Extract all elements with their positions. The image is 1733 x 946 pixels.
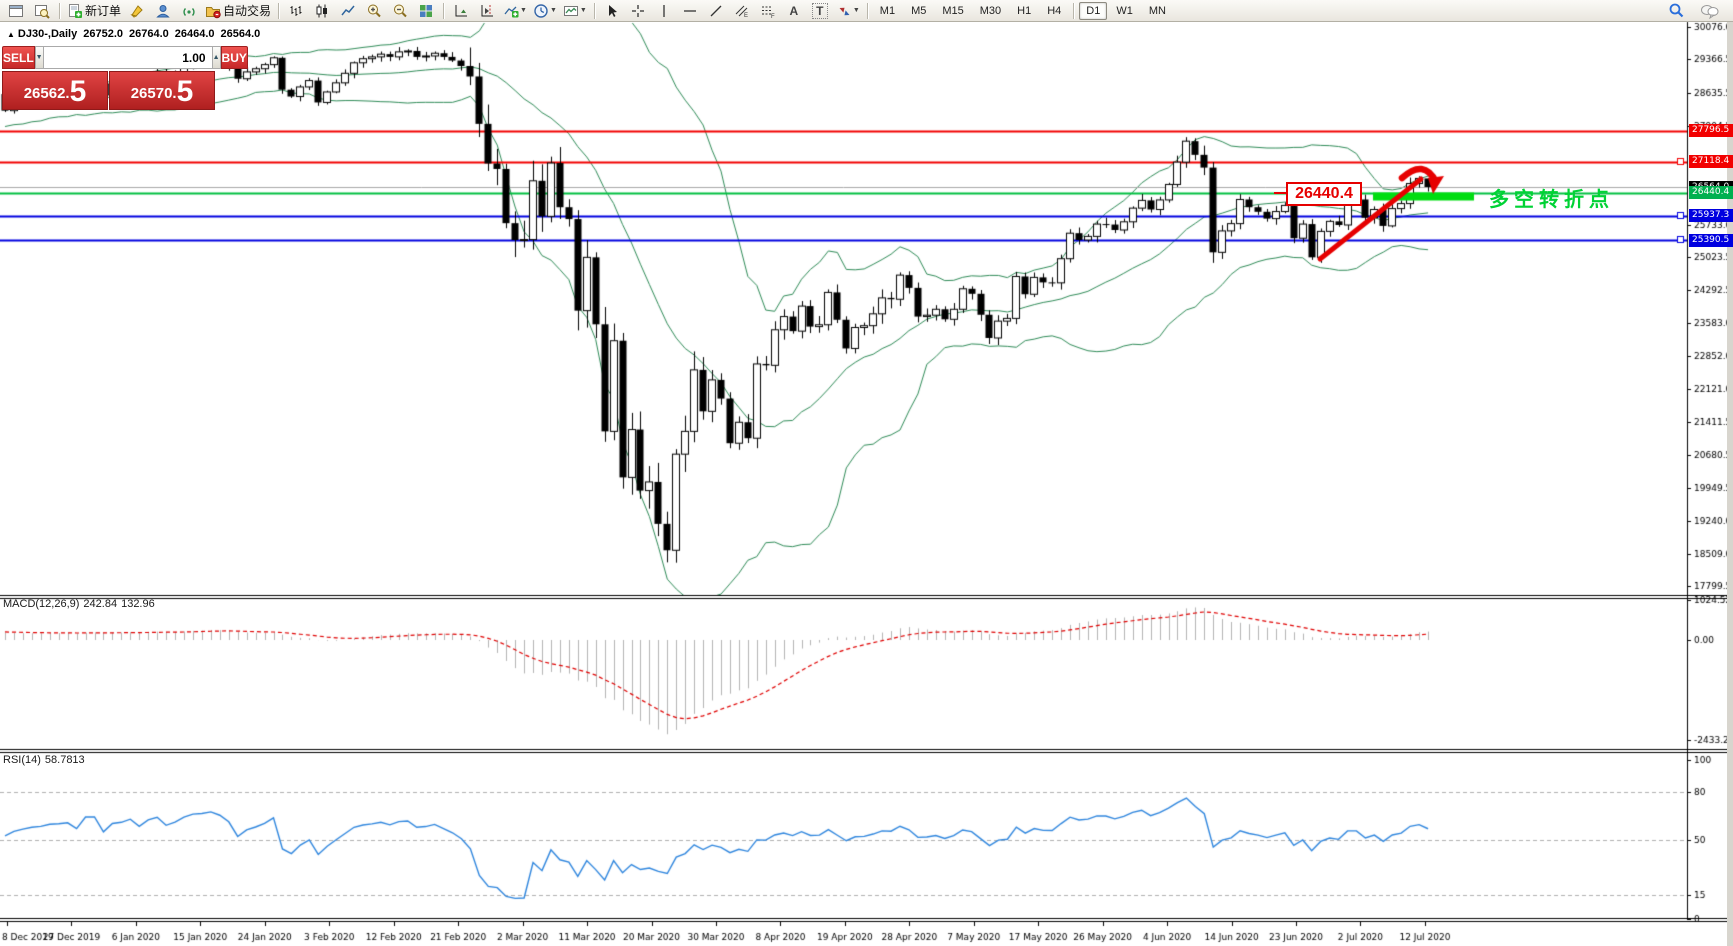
- volume-decrement-button[interactable]: ▼: [34, 46, 44, 69]
- annotation-tick: [1274, 192, 1286, 194]
- annotation-turning-point-text[interactable]: 多空转折点: [1489, 189, 1614, 211]
- signal-icon[interactable]: [176, 0, 202, 22]
- add-indicator-icon[interactable]: ▼: [500, 0, 530, 22]
- crosshair-tool-icon[interactable]: [625, 0, 651, 22]
- toolbar-separator: [593, 2, 595, 19]
- buy-price-big-digit: 5: [176, 75, 194, 108]
- timeframe-h4[interactable]: H4: [1047, 4, 1062, 17]
- macd-signal-value: 132.96: [121, 598, 155, 610]
- timeframe-h1[interactable]: H1: [1017, 4, 1032, 17]
- arrows-tool-icon[interactable]: ▼: [833, 0, 863, 22]
- rsi-value: 58.7813: [44, 754, 85, 766]
- ohlc-high: 26764.0: [129, 28, 169, 40]
- buy-price-panel[interactable]: 26570. 5: [109, 71, 215, 110]
- toolbar-separator: [1073, 2, 1075, 19]
- ohlc-low: 26464.0: [174, 28, 215, 40]
- macd-label: MACD(12,26,9) 242.84 132.96: [3, 598, 159, 610]
- dropdown-caret-icon: ▼: [549, 7, 557, 14]
- timeframe-m5[interactable]: M5: [911, 4, 927, 17]
- one-click-trading-panel: SELL ▼ ▲ BUY 26562.5 26570.5: [2, 46, 248, 110]
- vertical-line-tool-icon[interactable]: [651, 0, 677, 22]
- new-order-label: 新订单: [85, 4, 122, 18]
- timeframe-m15[interactable]: M15: [942, 4, 964, 17]
- text-label-tool-icon[interactable]: T: [807, 0, 833, 22]
- fibonacci-tool-icon[interactable]: F: [755, 0, 781, 22]
- timeframe-w1[interactable]: W1: [1116, 4, 1133, 17]
- candlestick-mode-icon[interactable]: [309, 0, 335, 22]
- sell-price-main: 26562.: [23, 85, 70, 102]
- buy-button[interactable]: BUY: [220, 46, 248, 69]
- new-order-button[interactable]: 新订单: [64, 0, 124, 22]
- sell-button[interactable]: SELL: [2, 46, 35, 69]
- styler-icon[interactable]: [124, 0, 150, 22]
- toolbar-separator: [278, 2, 280, 19]
- price-line-tag[interactable]: 27796.5: [1689, 124, 1733, 138]
- toolbar-separator: [866, 2, 868, 19]
- toolbar-separator: [59, 2, 60, 19]
- chart-preview-icon[interactable]: [29, 0, 55, 22]
- price-line-tag[interactable]: 25390.5: [1689, 233, 1733, 247]
- chart-shift-icon[interactable]: [474, 0, 500, 22]
- ohlc-close: 26564.0: [220, 28, 261, 40]
- macd-main-value: 242.84: [83, 598, 118, 610]
- trendline-tool-icon[interactable]: [703, 0, 729, 22]
- price-line-tag[interactable]: 26440.4: [1689, 186, 1733, 200]
- main-toolbar: 新订单 自动交易 ▼ ▼ ▼ E F A T ▼ M1 M5 M15 M30 H…: [0, 0, 1733, 22]
- search-icon[interactable]: [1663, 0, 1689, 22]
- toolbar-separator: [443, 2, 445, 19]
- collapse-triangle-icon[interactable]: ▲: [7, 30, 15, 39]
- cursor-tool-icon[interactable]: [599, 0, 625, 22]
- line-chart-mode-icon[interactable]: [335, 0, 361, 22]
- price-line-tag[interactable]: 27118.4: [1689, 155, 1733, 169]
- autotrading-button[interactable]: 自动交易: [202, 0, 274, 22]
- sell-price-big-digit: 5: [69, 75, 87, 108]
- auto-scroll-icon[interactable]: [448, 0, 474, 22]
- svg-text:F: F: [771, 14, 775, 19]
- annotation-price-box[interactable]: 26440.4: [1286, 182, 1362, 206]
- community-icon[interactable]: [150, 0, 176, 22]
- tile-windows-icon[interactable]: [413, 0, 439, 22]
- scrollbar[interactable]: [1727, 22, 1733, 946]
- bar-chart-mode-icon[interactable]: [283, 0, 309, 22]
- new-chart-window-icon[interactable]: [3, 0, 29, 22]
- svg-text:E: E: [744, 13, 748, 19]
- dropdown-caret-icon: ▼: [852, 7, 860, 14]
- rsi-label: RSI(14) 58.7813: [3, 754, 89, 766]
- dropdown-caret-icon: ▼: [579, 7, 587, 14]
- price-line-tag[interactable]: 25937.3: [1689, 209, 1733, 223]
- channel-tool-icon[interactable]: E: [729, 0, 755, 22]
- text-tool-icon[interactable]: A: [789, 3, 799, 18]
- timeframe-m1[interactable]: M1: [879, 4, 896, 17]
- sell-price-panel[interactable]: 26562. 5: [2, 71, 108, 110]
- buy-price-main: 26570.: [130, 85, 177, 102]
- template-profile-icon[interactable]: ▼: [560, 0, 590, 22]
- timeframe-d1[interactable]: D1: [1079, 1, 1108, 20]
- horizontal-line-tool-icon[interactable]: [677, 0, 703, 22]
- dropdown-caret-icon: ▼: [520, 7, 527, 14]
- macd-title: MACD(12,26,9): [3, 598, 80, 610]
- symbol-title: DJ30-,Daily: [17, 28, 78, 40]
- timeframe-m30[interactable]: M30: [979, 4, 1002, 17]
- period-clock-icon[interactable]: ▼: [530, 0, 560, 22]
- zoom-in-icon[interactable]: [361, 0, 387, 22]
- volume-input[interactable]: [43, 46, 212, 69]
- chart-title-bar: ▲ DJ30-,Daily 26752.0 26764.0 26464.0 26564.0: [7, 28, 266, 40]
- zoom-out-icon[interactable]: [387, 0, 413, 22]
- autotrading-label: 自动交易: [223, 4, 272, 18]
- ohlc-open: 26752.0: [83, 28, 123, 40]
- chat-icon[interactable]: [1697, 0, 1723, 22]
- timeframe-mn[interactable]: MN: [1148, 4, 1166, 17]
- rsi-title: RSI(14): [3, 754, 41, 766]
- volume-increment-button[interactable]: ▲: [211, 46, 221, 69]
